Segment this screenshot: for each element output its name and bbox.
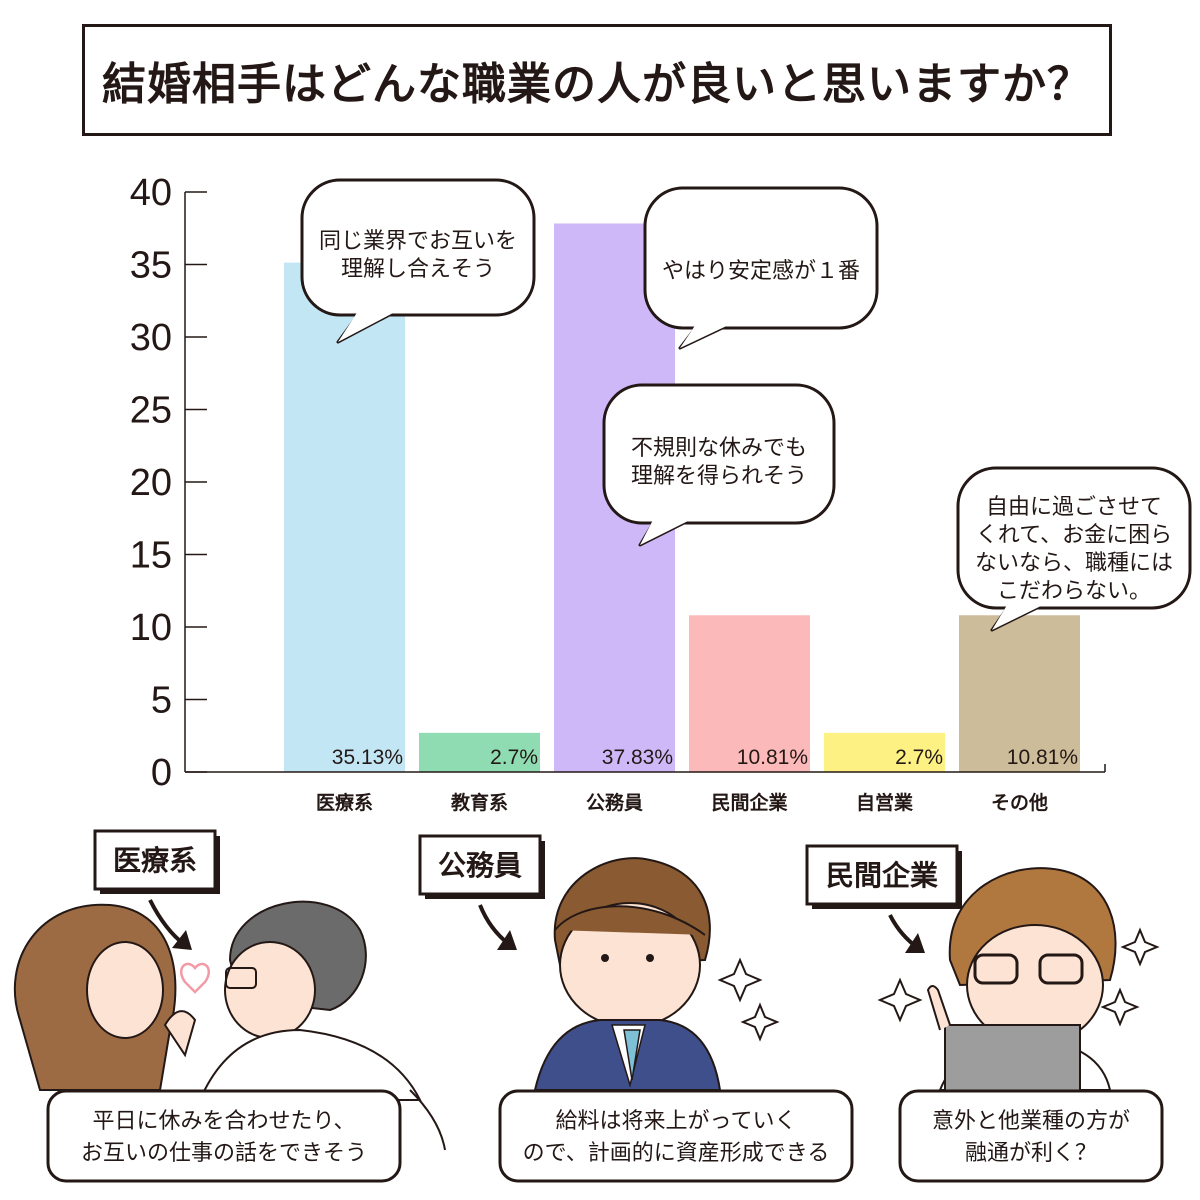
bar-2 — [419, 732, 540, 772]
x-tick-label: 医療系 — [316, 791, 373, 814]
x-tick-label: 自営業 — [856, 791, 914, 814]
arrow-icon — [497, 930, 517, 950]
medical-couple-illustration — [13, 900, 446, 1151]
data-label: 37.83% — [602, 746, 673, 769]
caption-line: 融通が利く？ — [965, 1141, 1097, 1166]
y-tick-label: 25 — [130, 390, 172, 432]
x-tick-label: 教育系 — [451, 791, 508, 814]
bubble-text-line: 理解し合えそう — [341, 257, 495, 282]
bubble-text-line: 不規則な休みでも — [631, 436, 807, 461]
chart-title: 結婚相手はどんな職業の人が良いと思いますか？ — [102, 59, 1092, 110]
tag-label: 民間企業 — [826, 859, 938, 892]
caption-box-civil-servant: 給料は将来上がっていく ので、計画的に資産形成できる — [498, 1089, 854, 1183]
bubble-text-line: 自由に過ごさせて — [986, 495, 1162, 520]
bar-4 — [689, 615, 810, 772]
bar-1 — [284, 262, 405, 772]
bubble-text-line: やはり安定感が１番 — [662, 259, 860, 284]
sparkle-icon — [1120, 927, 1160, 967]
caption-line: 給料は将来上がっていく — [556, 1109, 797, 1134]
speech-bubble-2: やはり安定感が１番 — [643, 186, 879, 350]
bubble-text-line: くれて、お金に困ら — [976, 523, 1172, 548]
sparkle-icon — [877, 977, 923, 1023]
data-label: 10.81% — [1007, 746, 1078, 769]
caption-box-medical: 平日に休みを合わせたり、 お互いの仕事の話をできそう — [46, 1089, 402, 1183]
y-tick-label: 30 — [130, 317, 172, 359]
caption-line: お互いの仕事の話をできそう — [81, 1141, 367, 1166]
x-tick-label: 民間企業 — [711, 791, 788, 814]
sparkle-icon — [1100, 987, 1140, 1027]
y-tick-label: 5 — [151, 680, 172, 722]
data-label: 10.81% — [737, 746, 808, 769]
bar-6 — [959, 615, 1080, 772]
arrow-icon — [905, 933, 925, 953]
sparkle-icon — [740, 1002, 780, 1042]
tag-private-company: 民間企業 — [805, 844, 962, 953]
x-tick-label: その他 — [991, 791, 1048, 814]
tag-label: 公務員 — [438, 849, 522, 882]
tag-civil-servant: 公務員 — [418, 834, 545, 950]
bar-chart: 35.13% 2.7% 37.83% 10.81% 2.7% 10.81% 医療系 教育系 公… — [130, 172, 1192, 814]
y-tick-label: 0 — [151, 752, 172, 794]
tag-medical: 医療系 — [93, 829, 220, 950]
caption-line: 意外と他業種の方が — [932, 1109, 1130, 1134]
bubble-text-line: ないなら、職種には — [975, 551, 1173, 576]
office-worker-illustration — [877, 867, 1160, 1096]
sparkle-icon — [717, 957, 763, 1003]
bar-5 — [824, 732, 945, 772]
heart-icon — [179, 962, 211, 994]
tag-label: 医療系 — [113, 844, 197, 877]
data-label: 2.7% — [895, 746, 943, 769]
caption-box-private-company: 意外と他業種の方が 融通が利く？ — [898, 1089, 1164, 1183]
y-tick-label: 20 — [130, 462, 172, 504]
title-box: 結婚相手はどんな職業の人が良いと思いますか？ — [82, 24, 1112, 136]
data-label: 35.13% — [332, 746, 403, 769]
bubble-text-line: こだわらない。 — [997, 579, 1151, 604]
arrow-icon — [172, 930, 192, 950]
illustration-strip: 医療系 公務員 民間企業 平日に休みを合わせたり、 お互いの仕事の話をできそう … — [13, 829, 1164, 1183]
x-tick-label: 公務員 — [586, 791, 643, 814]
y-tick-label: 10 — [130, 607, 172, 649]
y-tick-label: 40 — [130, 172, 172, 214]
caption-line: 平日に休みを合わせたり、 — [92, 1109, 355, 1134]
bubble-text-line: 理解を得られそう — [631, 464, 807, 489]
bubble-text-line: 同じ業界でお互いを — [319, 229, 517, 254]
civil-servant-illustration — [533, 857, 780, 1091]
data-label: 2.7% — [490, 746, 538, 769]
y-tick-label: 15 — [130, 535, 172, 577]
y-tick-label: 35 — [130, 245, 172, 287]
caption-line: ので、計画的に資産形成できる — [523, 1141, 830, 1166]
